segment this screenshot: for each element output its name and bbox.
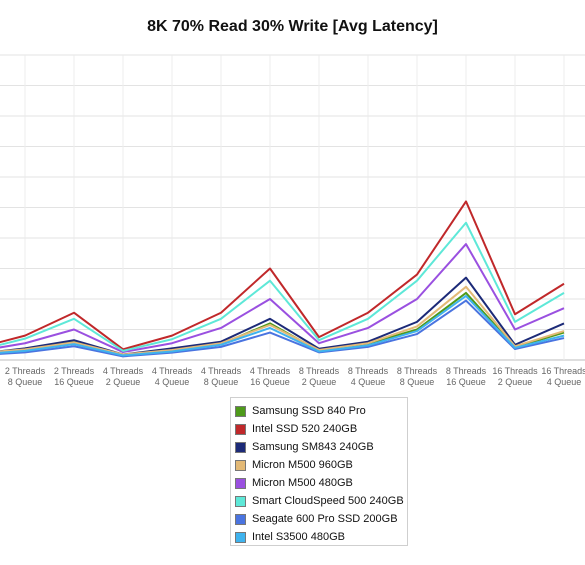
legend-label: Samsung SSD 840 Pro <box>252 405 366 417</box>
series-line-5 <box>0 221 565 352</box>
x-tick-label: 4 Threads <box>103 366 144 376</box>
legend-swatch <box>235 477 246 489</box>
legend-item: Intel S3500 480GB <box>235 528 407 546</box>
legend-item: Samsung SSD 840 Pro <box>235 402 407 420</box>
series-lines <box>0 200 565 358</box>
x-tick-label: 4 Queue <box>351 377 386 387</box>
x-tick-label: 8 Queue <box>204 377 239 387</box>
x-tick-label: 2 Threads <box>5 366 46 376</box>
x-tick-label: 16 Threads <box>541 366 585 376</box>
x-tick-label: 8 Queue <box>8 377 43 387</box>
x-tick-label: 8 Threads <box>397 366 438 376</box>
legend: Samsung SSD 840 Pro Intel SSD 520 240GB Sa… <box>230 397 408 546</box>
x-tick-label: 4 Threads <box>250 366 291 376</box>
legend-label: Smart CloudSpeed 500 240GB <box>252 495 404 507</box>
legend-swatch <box>235 441 246 453</box>
legend-swatch <box>235 513 246 525</box>
legend-label: Intel S3500 480GB <box>252 531 345 543</box>
x-tick-label: 4 Threads <box>201 366 242 376</box>
x-tick-label: 8 Queue <box>400 377 435 387</box>
legend-label: Seagate 600 Pro SSD 200GB <box>252 513 398 525</box>
grid <box>0 54 585 361</box>
legend-swatch <box>235 423 246 435</box>
series-line-6 <box>0 299 565 358</box>
x-tick-label: 4 Queue <box>155 377 190 387</box>
x-tick-label: 2 Threads <box>54 366 95 376</box>
legend-swatch <box>235 405 246 417</box>
legend-swatch <box>235 459 246 471</box>
x-tick-label: 8 Threads <box>446 366 487 376</box>
series-line-3 <box>0 285 565 356</box>
legend-item: Seagate 600 Pro SSD 200GB <box>235 510 407 528</box>
x-tick-label: 2 Queue <box>106 377 141 387</box>
x-tick-label: 16 Threads <box>492 366 538 376</box>
legend-item: Smart CloudSpeed 500 240GB <box>235 492 407 510</box>
series-line-4 <box>0 243 565 354</box>
legend-swatch <box>235 531 246 543</box>
x-tick-label: 2 Queue <box>302 377 337 387</box>
x-tick-label: 16 Queue <box>54 377 94 387</box>
series-line-7 <box>0 294 565 357</box>
x-tick-label: 2 Queue <box>498 377 533 387</box>
legend-item: Micron M500 480GB <box>235 474 407 492</box>
legend-label: Micron M500 960GB <box>252 459 353 471</box>
legend-item: Micron M500 960GB <box>235 456 407 474</box>
legend-label: Intel SSD 520 240GB <box>252 423 358 435</box>
legend-item: Samsung SM843 240GB <box>235 438 407 456</box>
x-tick-label: 16 Queue <box>250 377 290 387</box>
x-tick-label: 8 Threads <box>299 366 340 376</box>
x-tick-label: 4 Threads <box>152 366 193 376</box>
legend-swatch <box>235 495 246 507</box>
legend-label: Micron M500 480GB <box>252 477 353 489</box>
series-line-1 <box>0 200 565 351</box>
x-tick-label: 4 Queue <box>547 377 582 387</box>
x-tick-label: 16 Queue <box>446 377 486 387</box>
series-line-2 <box>0 276 565 356</box>
legend-label: Samsung SM843 240GB <box>252 441 374 453</box>
legend-item: Intel SSD 520 240GB <box>235 420 407 438</box>
chart-title: 8K 70% Read 30% Write [Avg Latency] <box>147 18 438 35</box>
x-tick-label: 8 Threads <box>348 366 389 376</box>
